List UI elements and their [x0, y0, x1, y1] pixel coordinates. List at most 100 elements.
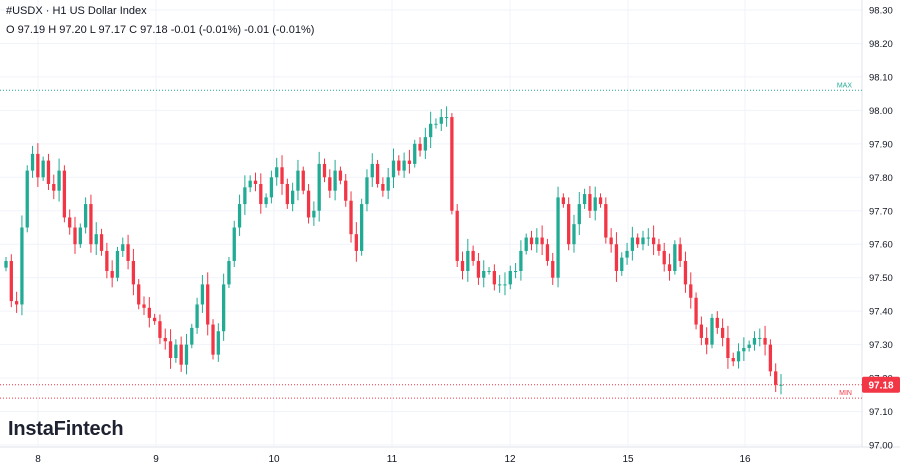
candle[interactable]	[593, 186, 597, 221]
candle[interactable]	[142, 296, 146, 316]
candle[interactable]	[14, 291, 19, 313]
candle[interactable]	[152, 313, 157, 325]
candle[interactable]	[508, 265, 512, 290]
candle[interactable]	[545, 238, 550, 266]
candle[interactable]	[264, 193, 268, 208]
candle[interactable]	[529, 230, 534, 251]
candle[interactable]	[662, 242, 666, 272]
candle[interactable]	[609, 228, 613, 253]
candle[interactable]	[742, 337, 746, 361]
candle[interactable]	[577, 192, 581, 235]
candle[interactable]	[110, 260, 114, 288]
candle[interactable]	[73, 216, 77, 254]
candle[interactable]	[397, 155, 401, 176]
candle[interactable]	[221, 273, 226, 341]
candle[interactable]	[243, 175, 247, 215]
candle[interactable]	[487, 266, 491, 275]
candle[interactable]	[598, 193, 603, 208]
time-axis[interactable]: 8 9 10 11 12 15 16	[35, 454, 751, 465]
candle[interactable]	[423, 127, 427, 159]
candle[interactable]	[200, 275, 205, 313]
candle[interactable]	[402, 152, 406, 178]
candle[interactable]	[137, 279, 141, 310]
candle[interactable]	[168, 329, 173, 369]
candle[interactable]	[25, 165, 29, 233]
candle[interactable]	[418, 137, 422, 157]
candle[interactable]	[429, 111, 433, 148]
candle[interactable]	[689, 272, 693, 309]
candle[interactable]	[747, 340, 751, 352]
candle[interactable]	[588, 186, 592, 218]
candle[interactable]	[253, 172, 258, 192]
candle[interactable]	[774, 363, 778, 392]
candle[interactable]	[9, 254, 13, 308]
candle[interactable]	[651, 225, 656, 256]
candle[interactable]	[99, 228, 104, 256]
candle[interactable]	[131, 248, 136, 296]
candle[interactable]	[312, 201, 316, 226]
candle[interactable]	[41, 156, 45, 181]
candle[interactable]	[94, 222, 98, 256]
candle[interactable]	[620, 252, 624, 276]
candle[interactable]	[482, 260, 486, 288]
candle[interactable]	[280, 155, 284, 195]
candle[interactable]	[413, 139, 417, 168]
candle[interactable]	[338, 166, 343, 185]
candle[interactable]	[636, 233, 640, 248]
candle[interactable]	[524, 233, 528, 255]
candle[interactable]	[52, 174, 56, 200]
candle[interactable]	[407, 149, 412, 174]
candle[interactable]	[455, 204, 459, 267]
candles[interactable]	[4, 106, 783, 395]
candle[interactable]	[206, 272, 210, 336]
candle[interactable]	[768, 339, 773, 377]
candle[interactable]	[439, 109, 443, 131]
candle[interactable]	[375, 159, 380, 188]
candle[interactable]	[381, 177, 385, 197]
candle[interactable]	[630, 226, 635, 261]
candle[interactable]	[89, 194, 93, 253]
candle[interactable]	[535, 228, 539, 253]
candle[interactable]	[248, 175, 252, 193]
candle[interactable]	[68, 209, 72, 235]
candle[interactable]	[699, 316, 704, 346]
candle[interactable]	[275, 157, 279, 186]
candle[interactable]	[259, 173, 263, 214]
candle[interactable]	[115, 246, 120, 282]
candle[interactable]	[450, 113, 454, 215]
candle[interactable]	[614, 232, 619, 282]
candle[interactable]	[306, 184, 311, 224]
candle[interactable]	[391, 148, 396, 189]
candle[interactable]	[83, 197, 88, 234]
candle[interactable]	[752, 331, 757, 351]
candle[interactable]	[62, 165, 67, 223]
candle[interactable]	[561, 193, 566, 208]
candle[interactable]	[763, 325, 767, 356]
candle[interactable]	[503, 272, 507, 296]
candle[interactable]	[715, 311, 719, 334]
candle[interactable]	[349, 191, 353, 243]
candle[interactable]	[720, 318, 725, 347]
candle[interactable]	[386, 167, 390, 200]
candle[interactable]	[195, 297, 199, 334]
candle[interactable]	[694, 292, 698, 330]
candle[interactable]	[625, 242, 629, 265]
candle[interactable]	[492, 264, 497, 291]
candle[interactable]	[513, 262, 518, 279]
candle[interactable]	[163, 328, 167, 350]
candle[interactable]	[604, 197, 608, 244]
candle[interactable]	[683, 251, 688, 293]
candle[interactable]	[296, 159, 300, 201]
candle[interactable]	[646, 228, 650, 246]
candle[interactable]	[673, 240, 677, 275]
candle[interactable]	[121, 237, 125, 257]
candle[interactable]	[758, 328, 762, 347]
candle[interactable]	[190, 323, 194, 349]
candle[interactable]	[471, 245, 475, 266]
candle[interactable]	[710, 313, 714, 349]
candle[interactable]	[344, 173, 348, 207]
candle[interactable]	[301, 166, 305, 195]
candle[interactable]	[285, 178, 289, 209]
candle[interactable]	[126, 234, 130, 270]
